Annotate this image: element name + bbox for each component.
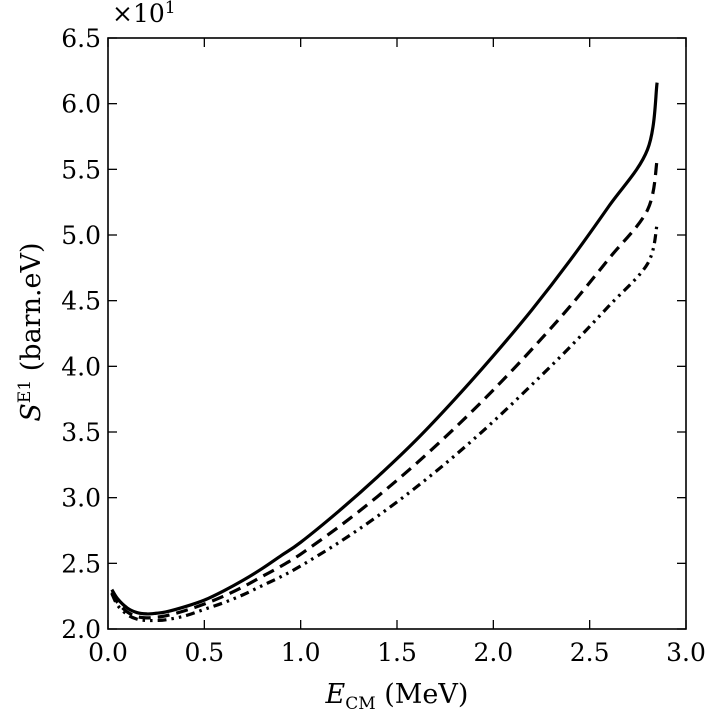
x-tick-label: 1.0 [281, 638, 321, 667]
y-tick-label: 2.0 [61, 615, 101, 644]
series-line-dash-dot-dot [110, 224, 659, 623]
x-tick-label: 0.5 [184, 638, 224, 667]
y-tick-label: 5.0 [61, 221, 101, 250]
x-tick-label: 0.0 [88, 638, 128, 667]
y-tick-label: 2.5 [61, 549, 101, 578]
series-lines [110, 82, 659, 623]
y-tick-label: 3.5 [61, 418, 101, 447]
y-tick-label: 4.0 [61, 352, 101, 381]
x-tick-label: 2.5 [570, 638, 610, 667]
y-tick-label: 6.0 [61, 90, 101, 119]
x-tick-label: 3.0 [666, 638, 706, 667]
x-tick-label: 2.0 [473, 638, 513, 667]
y-tick-label: 6.5 [61, 24, 101, 53]
y-multiplier: ×101 [112, 0, 176, 28]
tick-labels: 0.0 0.5 1.0 1.5 2.0 2.5 3.0 2.0 2.5 3.0 3.5 4.0 4.5 5… [61, 24, 706, 667]
y-axis-title: SE1 (barn.eV) [15, 242, 47, 421]
y-tick-label: 3.0 [61, 484, 101, 513]
y-tick-label: 5.5 [61, 155, 101, 184]
tick-marks [107, 37, 687, 630]
series-line-dashed [110, 159, 659, 620]
series-line-solid [110, 82, 659, 616]
x-tick-label: 1.5 [377, 638, 417, 667]
x-axis-title: ECM (MeV) [325, 679, 469, 714]
y-tick-label: 4.5 [61, 287, 101, 316]
plot-frame [107, 37, 687, 630]
